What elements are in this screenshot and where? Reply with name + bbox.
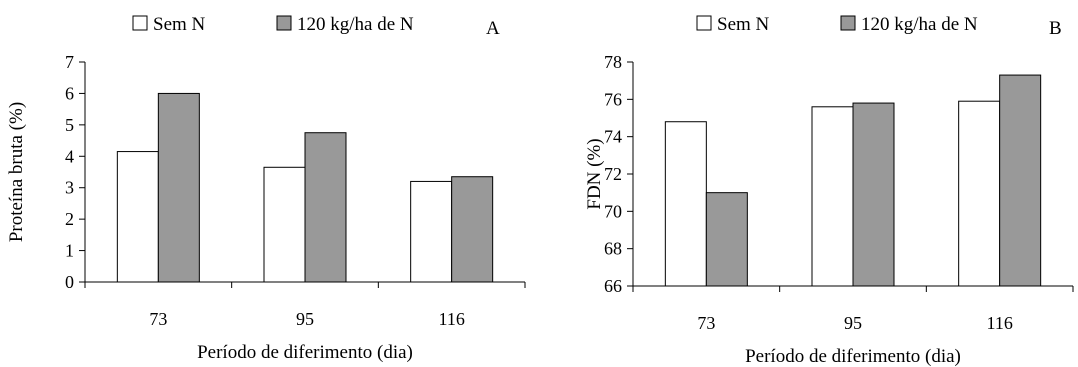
x-tick-label: 95 bbox=[844, 313, 862, 333]
y-tick-label: 0 bbox=[65, 272, 74, 292]
legend-swatch-120-kg-ha-de-n bbox=[276, 15, 292, 31]
y-tick-label: 4 bbox=[65, 146, 74, 166]
y-tick-label: 68 bbox=[604, 239, 622, 259]
bar-sem-n-95 bbox=[811, 106, 854, 287]
bar-sem-n-73 bbox=[664, 121, 707, 287]
bar-sem-n-116 bbox=[958, 100, 1001, 287]
y-tick-label: 70 bbox=[604, 201, 622, 221]
legend-swatch-sem-n bbox=[696, 15, 712, 31]
x-tick-label: 95 bbox=[296, 309, 314, 329]
legend-label: 120 kg/ha de N bbox=[297, 14, 414, 35]
x-tick-label: 116 bbox=[986, 313, 1012, 333]
y-tick-label: 2 bbox=[65, 209, 74, 229]
bar-sem-n-116 bbox=[410, 180, 453, 283]
x-axis-title: Período de diferimento (dia) bbox=[197, 342, 413, 363]
bar-120-kg-ha-de-n-73 bbox=[705, 192, 748, 287]
y-tick-label: 5 bbox=[65, 115, 74, 135]
legend-label: Sem N bbox=[717, 14, 770, 35]
bar-sem-n-95 bbox=[263, 166, 306, 283]
y-tick-label: 6 bbox=[65, 83, 74, 103]
y-tick-label: 72 bbox=[604, 164, 622, 184]
legend-label: 120 kg/ha de N bbox=[861, 14, 978, 35]
bar-sem-n-73 bbox=[116, 151, 159, 283]
bar-120-kg-ha-de-n-73 bbox=[157, 92, 200, 283]
legend-label: Sem N bbox=[153, 14, 206, 35]
chart-panel-b: 73 95 116 66 68 70 72 74 76 78 Período de diferime… bbox=[584, 14, 1074, 367]
y-tick-label: 7 bbox=[65, 52, 74, 72]
chart-panel-a: 73 95 116 0 1 2 3 4 5 6 7 Período de diferimento (d… bbox=[6, 14, 526, 363]
bar-120-kg-ha-de-n-95 bbox=[304, 132, 347, 283]
bar-120-kg-ha-de-n-95 bbox=[852, 102, 895, 287]
x-tick-label: 116 bbox=[438, 309, 464, 329]
y-axis-title: Proteína bruta (%) bbox=[6, 102, 27, 242]
bar-120-kg-ha-de-n-116 bbox=[999, 74, 1042, 287]
y-tick-label: 66 bbox=[604, 276, 622, 296]
panel-label: A bbox=[486, 18, 500, 39]
x-tick-label: 73 bbox=[697, 313, 715, 333]
y-tick-label: 76 bbox=[604, 89, 622, 109]
y-tick-label: 1 bbox=[65, 241, 74, 261]
legend-swatch-120-kg-ha-de-n bbox=[840, 15, 856, 31]
x-axis-title: Período de diferimento (dia) bbox=[745, 346, 961, 367]
legend-swatch-sem-n bbox=[132, 15, 148, 31]
bar-120-kg-ha-de-n-116 bbox=[451, 176, 494, 283]
y-tick-label: 78 bbox=[604, 52, 622, 72]
y-axis-title: FDN (%) bbox=[584, 138, 605, 209]
x-tick-label: 73 bbox=[149, 309, 167, 329]
y-tick-label: 3 bbox=[65, 178, 74, 198]
panel-label: B bbox=[1049, 18, 1062, 39]
y-tick-label: 74 bbox=[604, 127, 622, 147]
